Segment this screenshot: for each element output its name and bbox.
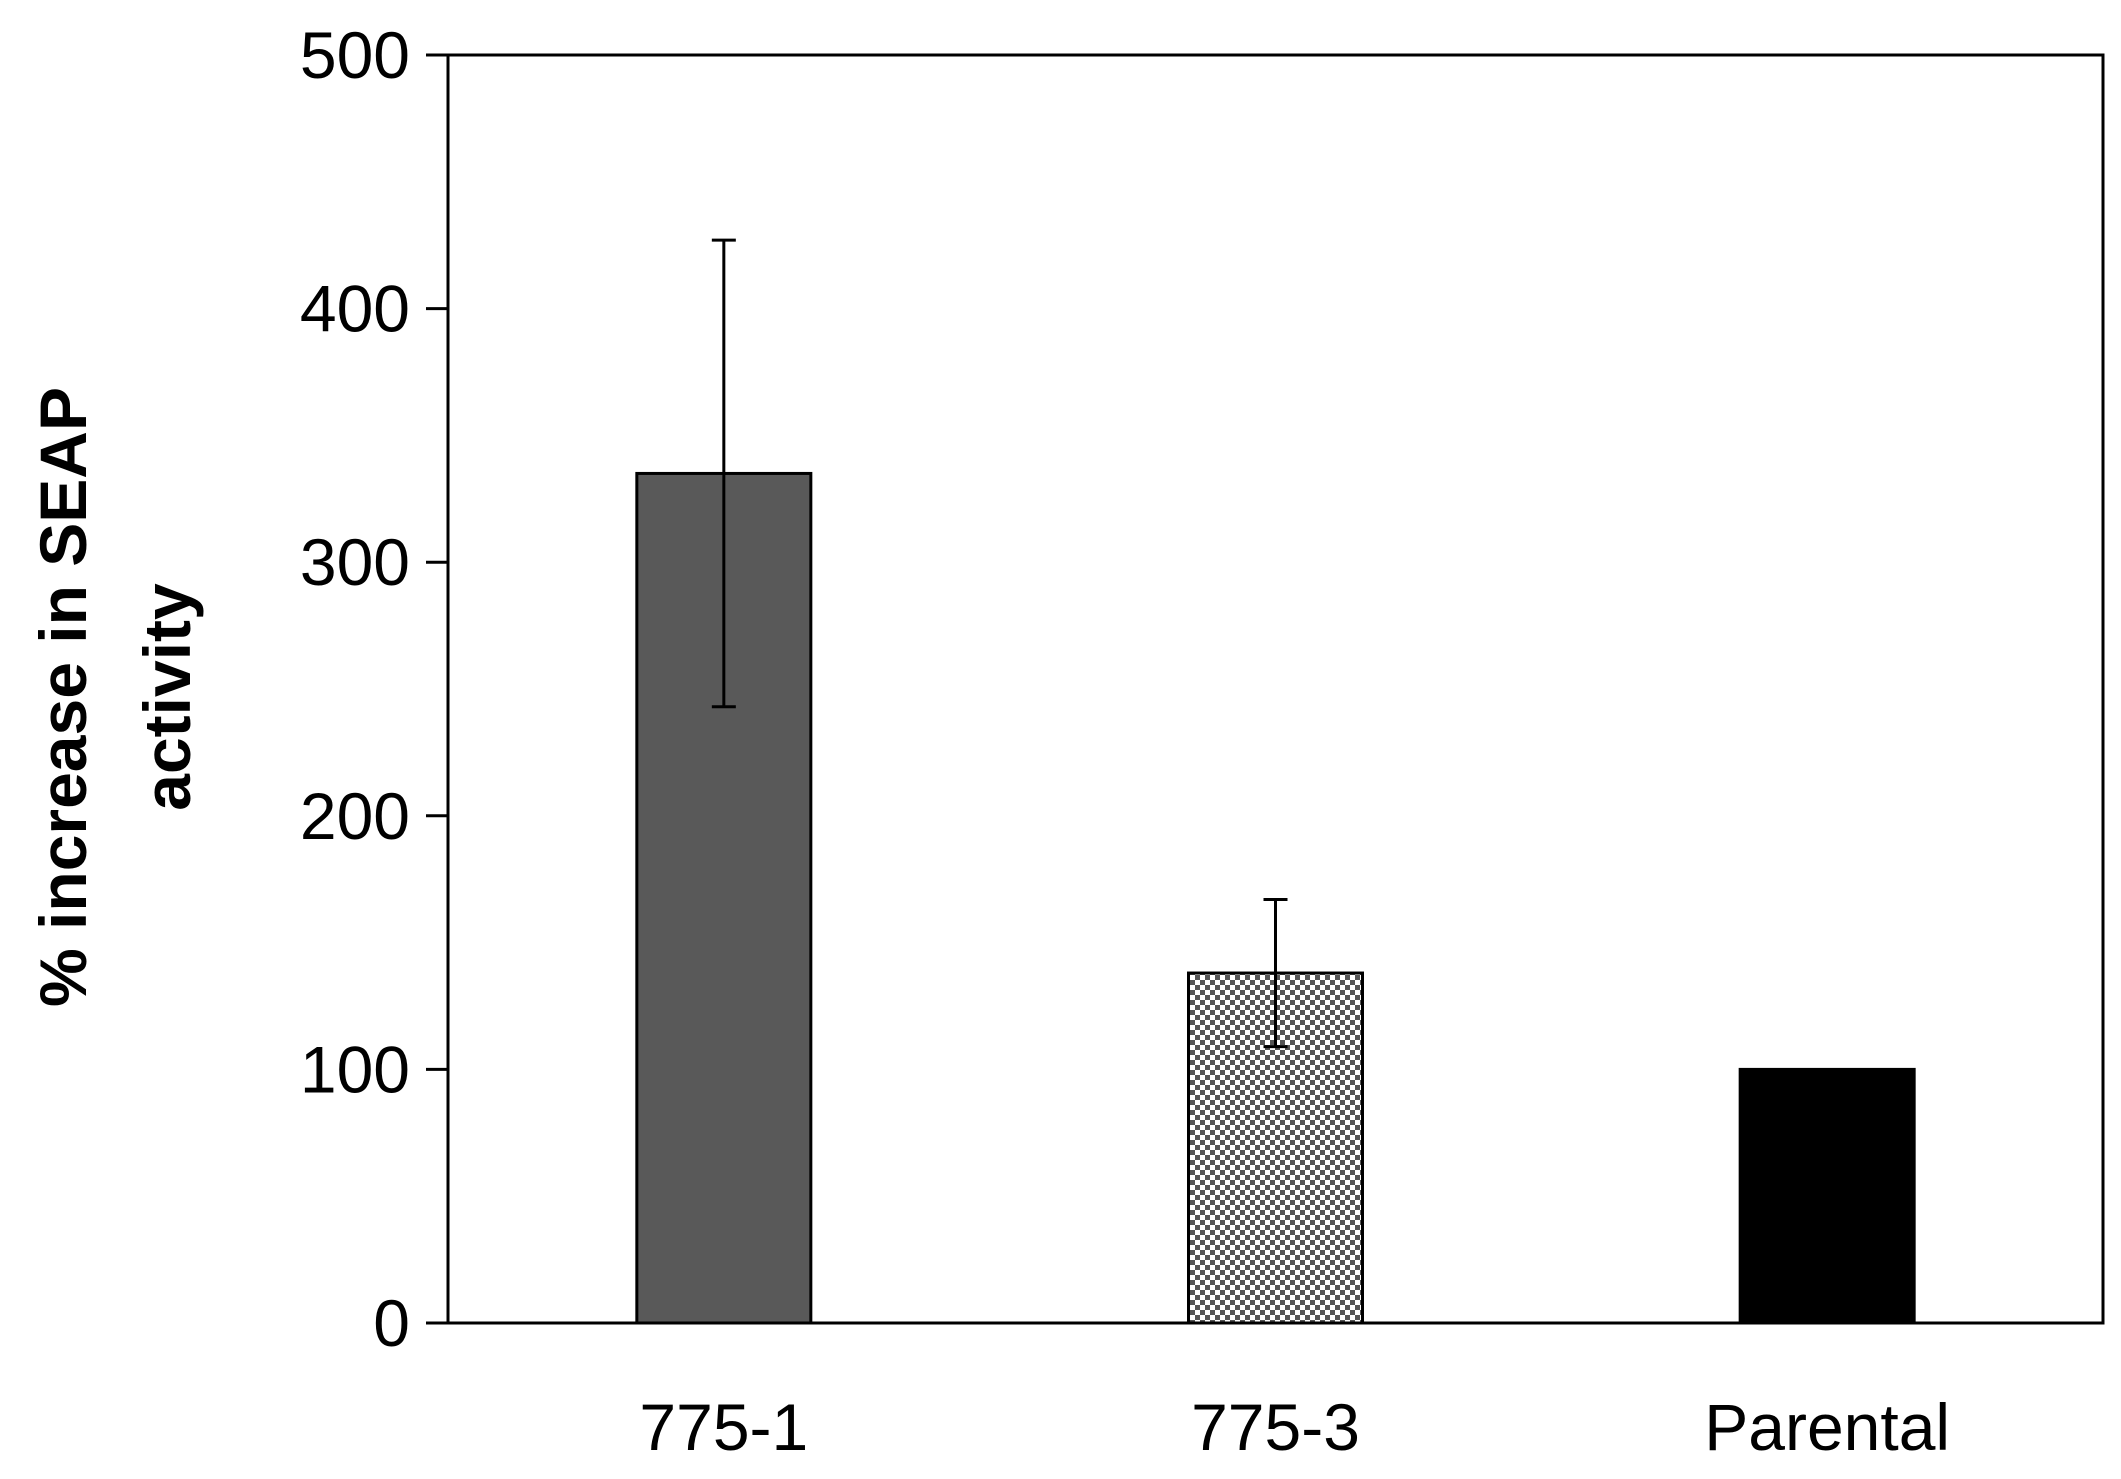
y-tick-label-300: 300 (300, 525, 410, 599)
y-tick-label-0: 0 (373, 1286, 410, 1360)
x-tick-label-775-3: 775-3 (1191, 1390, 1360, 1464)
y-axis-title-line-2: activity (130, 583, 204, 811)
x-tick-label-Parental: Parental (1704, 1390, 1950, 1464)
y-axis-title: % increase in SEAP activity (26, 387, 204, 1007)
y-tick-label-400: 400 (300, 272, 410, 346)
x-tick-label-775-1: 775-1 (639, 1390, 808, 1464)
y-tick-label-500: 500 (300, 18, 410, 92)
y-tick-label-200: 200 (300, 779, 410, 853)
bar-Parental (1738, 1067, 1916, 1325)
y-tick-label-100: 100 (300, 1032, 410, 1106)
y-axis-title-line-1: % increase in SEAP (26, 387, 100, 1007)
